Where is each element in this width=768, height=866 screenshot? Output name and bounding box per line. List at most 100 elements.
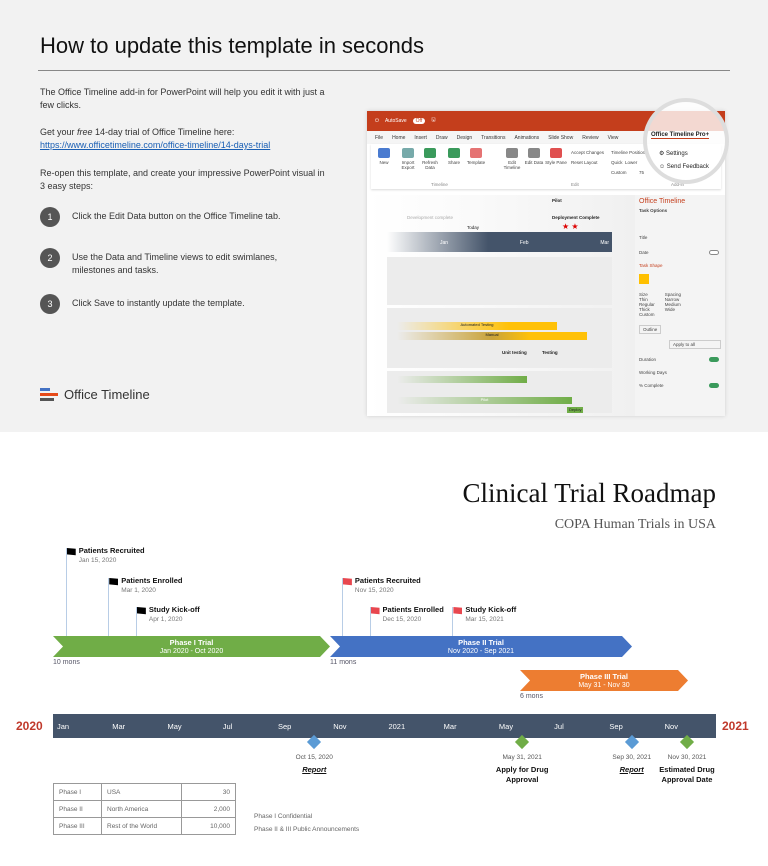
menu-tab[interactable]: Slide Show — [548, 134, 574, 141]
table-cell: Rest of the World — [101, 817, 182, 835]
spacing-label: Spacing — [664, 292, 682, 297]
ribbon-button[interactable]: Share — [443, 148, 465, 165]
menu-tab[interactable]: File — [375, 134, 384, 141]
divider — [38, 70, 730, 71]
outline-dropdown[interactable]: Outline — [639, 325, 662, 334]
save-icon[interactable]: 🖫 — [431, 117, 436, 123]
month-label: Jul — [222, 722, 233, 731]
ribbon-position[interactable]: Timeline Position — [611, 150, 646, 155]
size-radio[interactable]: Regular — [639, 302, 655, 307]
menu-tab[interactable]: Home — [392, 134, 406, 141]
trial-prefix: Get your — [40, 127, 78, 137]
milestone-date: Apr 1, 2020 — [148, 616, 183, 623]
task-bar: Pilot — [397, 397, 572, 404]
deploy-label: Deployment Complete — [552, 215, 600, 220]
office-timeline-pane: Office Timeline Task Options Title Date … — [635, 195, 725, 416]
month: Jan — [440, 240, 449, 246]
menu-tab[interactable]: Animations — [514, 134, 540, 141]
month: Mar — [600, 240, 609, 246]
spacing-radio[interactable]: Wide — [664, 307, 676, 312]
spacing-options: Spacing Narrow Medium Wide — [665, 292, 681, 317]
ribbon-button[interactable]: Refresh Data — [419, 148, 441, 170]
note: Phase I Confidential — [254, 813, 313, 820]
tab-office-timeline-pro[interactable]: Office Timeline Pro+ — [651, 132, 710, 139]
ribbon-label: Import Export — [401, 160, 415, 170]
task-bar: Automated Testing — [397, 322, 557, 330]
step-number: 1 — [40, 207, 60, 227]
menu-tab[interactable]: Transitions — [481, 134, 506, 141]
table-cell: Phase II — [53, 800, 102, 818]
duration-toggle[interactable] — [709, 357, 719, 362]
phase-bar[interactable]: Phase II Trial Nov 2020 - Sep 2021 — [330, 636, 632, 657]
trial-link[interactable]: https://www.officetimeline.com/office-ti… — [40, 140, 271, 150]
ribbon-icon — [528, 148, 540, 158]
apply-to-all-button[interactable]: Apply to all — [669, 340, 721, 349]
menu-tab[interactable]: Insert — [414, 134, 427, 141]
menu-tab[interactable]: View — [607, 134, 619, 141]
ribbon-group-label: Timeline — [431, 182, 448, 187]
phase-duration: 11 mons — [330, 659, 357, 666]
menu-tab[interactable]: Draw — [435, 134, 448, 141]
milestone-label: Apply for Drug Approval — [495, 765, 549, 784]
milestone-label: Study Kick-off — [465, 605, 517, 614]
milestone-date: May 31, 2021 — [502, 754, 542, 761]
ribbon-custom-val[interactable]: 75 — [639, 170, 645, 175]
task-shape-label: Task Shape — [639, 263, 663, 268]
shape-color-swatch[interactable] — [639, 274, 649, 284]
ribbon-quick[interactable]: Quick — [611, 160, 623, 165]
milestone-label: Patients Recruited — [78, 546, 145, 555]
table-cell: Phase III — [53, 817, 102, 835]
phase-range: Nov 2020 - Sep 2021 — [447, 648, 515, 655]
phase-name: Phase II Trial — [458, 638, 504, 647]
autosave-label: AutoSave — [384, 118, 407, 124]
milestone-date: Nov 15, 2020 — [354, 587, 394, 594]
phase-bar[interactable]: Phase I Trial Jan 2020 - Oct 2020 — [53, 636, 330, 657]
ribbon-button[interactable]: Style Pane — [545, 148, 567, 165]
send-feedback-button[interactable]: ☺ Send Feedback — [659, 164, 709, 170]
menu-tabs: File Home Insert Draw Design Transitions Anima… — [367, 131, 725, 144]
milestone-label: Unit testing — [502, 350, 527, 355]
table-cell: Phase I — [53, 783, 102, 801]
dev-label: Development complete — [407, 215, 454, 220]
ribbon-custom[interactable]: Custom — [611, 170, 627, 175]
ribbon-lower[interactable]: Lower — [625, 160, 638, 165]
ribbon-button[interactable]: Edit Timeline — [501, 148, 523, 170]
ribbon-label: Style Pane — [545, 160, 567, 165]
ribbon-icon — [506, 148, 518, 158]
step-text: Click Save to instantly update the templ… — [72, 298, 245, 308]
ribbon-reset[interactable]: Reset Layout — [571, 160, 598, 165]
size-radio[interactable]: Thick — [639, 307, 650, 312]
phase-bar[interactable]: Phase III Trial May 31 - Nov 30 — [520, 670, 688, 691]
ribbon-button[interactable]: Edit Data — [523, 148, 545, 165]
size-radio[interactable]: Custom — [639, 312, 655, 317]
menu-tab[interactable]: Design — [456, 134, 473, 141]
logo-icon — [40, 386, 58, 403]
date-option[interactable]: Date — [635, 244, 725, 261]
ribbon-button[interactable]: Template — [465, 148, 487, 165]
ribbon-label: New — [379, 160, 389, 165]
title-bar: ⏻ AutoSave Off 🖫 — [367, 111, 725, 131]
month-label: 2021 — [388, 722, 406, 731]
spacing-radio[interactable]: Medium — [664, 302, 681, 307]
complete-toggle[interactable] — [709, 383, 719, 388]
note: Phase II & III Public Announcements — [254, 826, 360, 833]
ribbon-icon — [470, 148, 482, 158]
size-radio[interactable]: Thin — [639, 297, 648, 302]
title-option[interactable]: Title — [639, 235, 648, 240]
milestone-date: Oct 15, 2020 — [295, 754, 333, 761]
table-row: Phase III Rest of the World 10,000 — [53, 817, 236, 835]
intro-text: The Office Timeline add-in for PowerPoin… — [40, 87, 325, 110]
step-text: Click the Edit Data button on the Office… — [72, 211, 281, 221]
ribbon-button[interactable]: Import Export — [397, 148, 419, 170]
date-toggle[interactable] — [709, 250, 719, 255]
menu-tab[interactable]: Review — [582, 134, 599, 141]
settings-button[interactable]: ⚙ Settings — [659, 151, 688, 157]
slide-preview: Pilot Deployment Complete Development co… — [367, 195, 635, 416]
ribbon-button[interactable]: New — [373, 148, 395, 165]
ribbon-icon — [550, 148, 562, 158]
phase-table: Phase I USA 30 Phase II North America 2,000 Ph… — [53, 783, 236, 835]
ribbon-accept[interactable]: Accept Changes — [571, 150, 605, 155]
month-label: Mar — [443, 722, 457, 731]
spacing-radio[interactable]: Narrow — [664, 297, 680, 302]
autosave-toggle[interactable]: Off — [412, 118, 426, 124]
